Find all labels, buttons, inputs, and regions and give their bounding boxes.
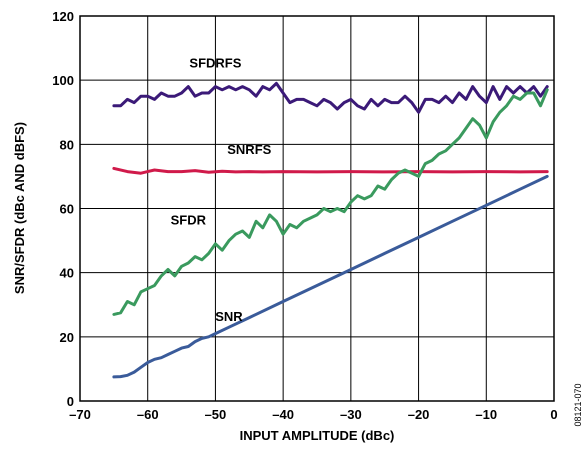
y-tick-label: 40 <box>60 266 74 281</box>
y-tick-label: 20 <box>60 330 74 345</box>
series-line-snr <box>112 174 549 379</box>
y-axis-title: SNR/SFDR (dBc AND dBFS) <box>12 122 27 294</box>
x-tick-label: –50 <box>205 407 227 422</box>
y-tick-label: 120 <box>52 9 74 24</box>
series-line-sfdr <box>112 88 549 316</box>
y-tick-label: 100 <box>52 73 74 88</box>
grid-lines <box>80 16 554 401</box>
x-tick-label: –30 <box>340 407 362 422</box>
series-label-sfdrfs: SFDRFS <box>189 55 241 70</box>
x-tick-labels: –70 –60 –50 –40 –30 –20 –10 0 <box>69 407 557 422</box>
figure-id: 08121-070 <box>573 383 583 426</box>
series-label-snrfs: SNRFS <box>227 142 271 157</box>
x-tick-label: –70 <box>69 407 91 422</box>
series-layer <box>112 81 549 379</box>
x-axis-title: INPUT AMPLITUDE (dBc) <box>240 428 395 443</box>
x-tick-label: –20 <box>408 407 430 422</box>
y-tick-labels: 0 20 40 60 80 100 120 <box>52 9 74 409</box>
series-label-snr: SNR <box>215 309 243 324</box>
series-labels: SFDRFS SNRFS SFDR SNR <box>171 55 272 323</box>
series-label-sfdr: SFDR <box>171 213 207 228</box>
x-tick-label: –40 <box>272 407 294 422</box>
y-tick-label: 80 <box>60 137 74 152</box>
y-tick-label: 0 <box>67 394 74 409</box>
series-line-snrfs <box>112 166 549 175</box>
plot-frame <box>79 15 555 402</box>
x-tick-label: –60 <box>137 407 159 422</box>
series-line-sfdrfs <box>112 81 549 114</box>
x-tick-label: 0 <box>550 407 557 422</box>
y-tick-label: 60 <box>60 202 74 217</box>
x-tick-label: –10 <box>475 407 497 422</box>
